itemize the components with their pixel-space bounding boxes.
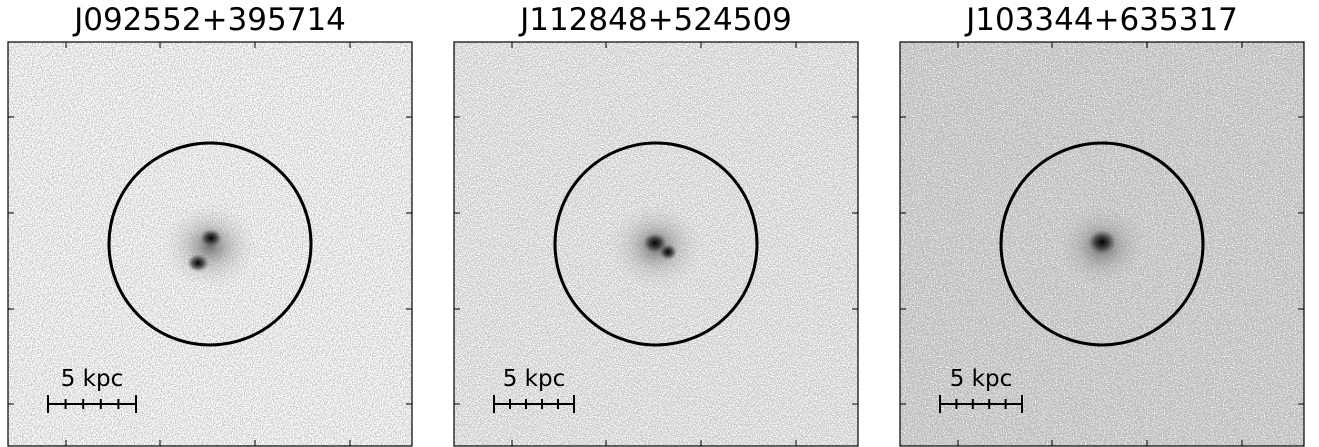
galaxy-core bbox=[187, 254, 209, 272]
figure: 5 kpc J092552+395714 5 kpc J112848+524509 5 … bbox=[0, 0, 1319, 447]
panel-title: J103344+635317 bbox=[964, 2, 1238, 38]
panel-title: J112848+524509 bbox=[518, 2, 792, 38]
galaxy-core bbox=[200, 229, 222, 247]
scale-label: 5 kpc bbox=[950, 366, 1013, 392]
galaxy-core bbox=[659, 244, 677, 260]
scale-label: 5 kpc bbox=[61, 366, 124, 392]
panel: 5 kpc bbox=[900, 42, 1304, 446]
galaxy-core bbox=[1088, 230, 1116, 254]
panel: 5 kpc bbox=[8, 42, 412, 446]
panel: 5 kpc bbox=[454, 42, 858, 446]
scale-label: 5 kpc bbox=[503, 366, 566, 392]
panel-title: J092552+395714 bbox=[72, 2, 346, 38]
